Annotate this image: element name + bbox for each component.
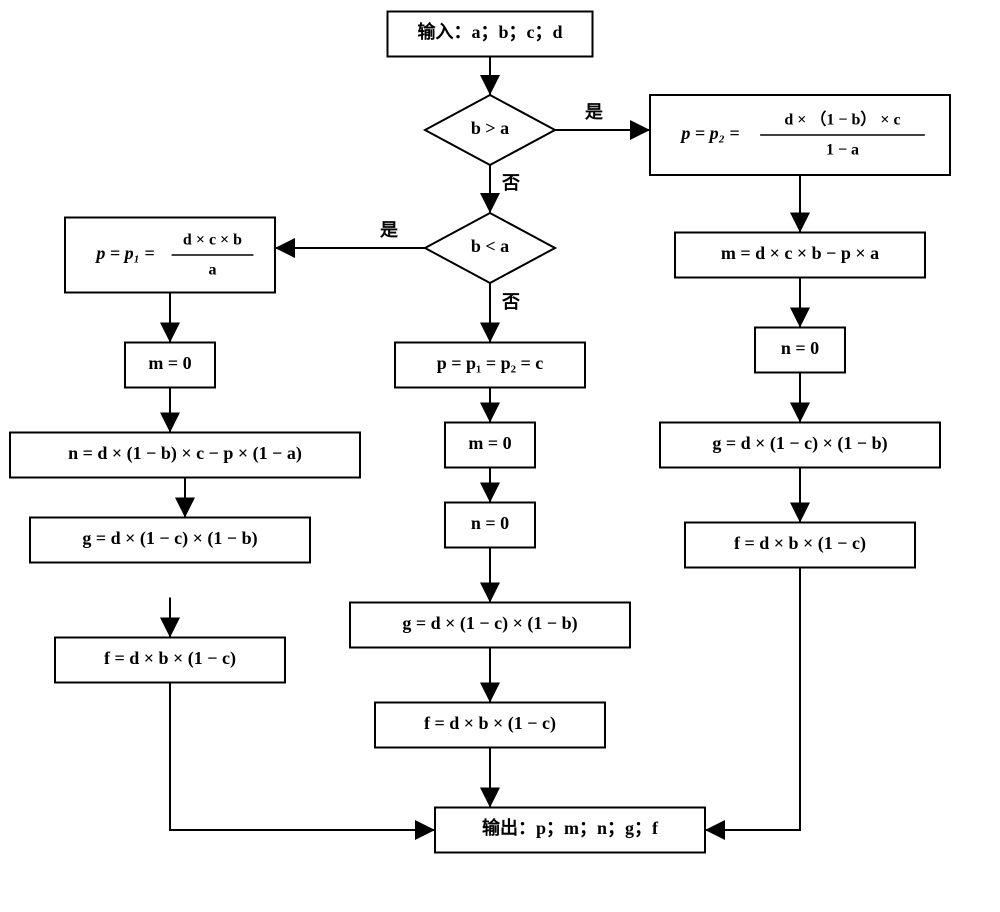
node-r_m: m = d × c × b − p × a [675, 233, 925, 278]
node-r_g: g = d × (1 − c) × (1 − b) [660, 423, 940, 468]
node-text-r_m: m = d × c × b − p × a [721, 243, 879, 263]
node-r_n: n = 0 [755, 328, 845, 373]
node-text-c_n: n = 0 [471, 513, 509, 533]
node-text-l_m: m = 0 [148, 353, 191, 373]
label-no-2: 否 [501, 292, 520, 312]
node-text-l_n: n = d × (1 − b) × c − p × (1 − a) [68, 443, 302, 464]
svg-text:d × （1 − b） × c: d × （1 − b） × c [784, 111, 900, 129]
node-text-d1: b > a [471, 118, 509, 138]
node-text-c_f: f = d × b × (1 − c) [424, 713, 556, 734]
node-l_p: p = p₁ = d × c × b a [65, 218, 275, 293]
node-d1: b > a [425, 95, 555, 165]
svg-text:p = p₂ =: p = p₂ = [679, 123, 739, 143]
node-text-l_g: g = d × (1 − c) × (1 − b) [82, 528, 257, 549]
node-r_f: f = d × b × (1 − c) [685, 523, 915, 568]
node-c_p: p = p₁ = p₂ = c [395, 343, 585, 388]
node-text-c_g: g = d × (1 − c) × (1 − b) [402, 613, 577, 634]
node-d2: b < a [425, 213, 555, 283]
node-l_n: n = d × (1 − b) × c − p × (1 − a) [10, 433, 360, 478]
node-l_g: g = d × (1 − c) × (1 − b) [30, 518, 310, 563]
node-text-r_g: g = d × (1 − c) × (1 − b) [712, 433, 887, 454]
svg-text:1 − a: 1 − a [826, 142, 859, 159]
svg-text:p = p₁ =: p = p₁ = [94, 243, 154, 263]
node-text-output: 输出：p；m；n；g；f [482, 817, 659, 838]
node-output: 输出：p；m；n；g；f [435, 808, 705, 853]
node-text-l_f: f = d × b × (1 − c) [104, 648, 236, 669]
node-c_g: g = d × (1 − c) × (1 − b) [350, 603, 630, 648]
node-c_n: n = 0 [445, 503, 535, 548]
node-l_m: m = 0 [125, 343, 215, 388]
node-c_f: f = d × b × (1 − c) [375, 703, 605, 748]
flowchart-canvas: 输入：a；b；c；d b > a b < a p = p₂ = d × （1 − b） … [0, 0, 1000, 912]
node-text-d2: b < a [471, 236, 509, 256]
node-input: 输入：a；b；c；d [388, 12, 593, 57]
edge [705, 568, 800, 831]
svg-text:d × c × b: d × c × b [183, 232, 242, 249]
label-yes-2: 是 [379, 220, 398, 240]
node-l_f: f = d × b × (1 − c) [55, 638, 285, 683]
node-text-r_n: n = 0 [781, 338, 819, 358]
node-r_p: p = p₂ = d × （1 − b） × c 1 − a [650, 95, 950, 175]
node-text-c_m: m = 0 [468, 433, 511, 453]
node-c_m: m = 0 [445, 423, 535, 468]
label-yes-1: 是 [584, 102, 603, 122]
label-no-1: 否 [501, 173, 520, 193]
node-text-c_p: p = p₁ = p₂ = c [437, 353, 544, 373]
svg-text:a: a [209, 262, 217, 279]
node-text-r_f: f = d × b × (1 − c) [734, 533, 866, 554]
node-text-input: 输入：a；b；c；d [417, 21, 562, 42]
